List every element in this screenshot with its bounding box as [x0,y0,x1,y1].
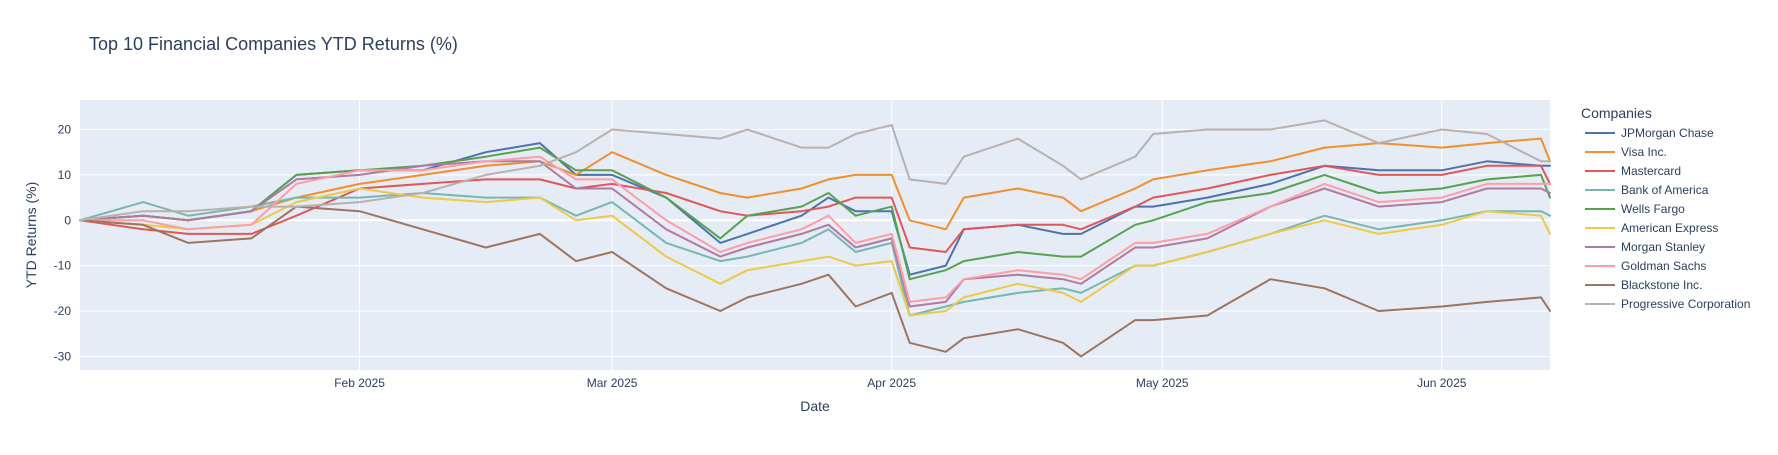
legend-items: JPMorgan Chase Visa Inc. Mastercard Bank of… [1585,126,1750,311]
series-line [79,155,1551,303]
legend-label: Wells Fargo [1621,202,1685,216]
y-tick-label: -20 [54,304,72,318]
legend-item[interactable]: Progressive Corporation [1585,297,1750,311]
x-tick-label: Feb 2025 [334,376,385,390]
legend-label: Visa Inc. [1621,145,1667,159]
y-gridlines [80,128,1550,357]
series-line [79,192,1551,317]
legend-label: Blackstone Inc. [1621,278,1702,292]
y-tick-label: 10 [58,168,72,182]
series-line [79,119,1551,222]
x-axis-label: Date [800,398,830,414]
legend-item[interactable]: Blackstone Inc. [1585,278,1702,292]
legend-label: JPMorgan Chase [1621,126,1714,140]
chart-title: Top 10 Financial Companies YTD Returns (… [89,34,458,54]
x-tick-label: Apr 2025 [867,376,916,390]
x-tick-label: Jun 2025 [1417,376,1467,390]
legend-label: Bank of America [1621,183,1709,197]
series-line [79,137,1551,231]
legend-label: Mastercard [1621,164,1681,178]
legend-title: Companies [1581,105,1652,121]
legend-label: Goldman Sachs [1621,259,1706,273]
legend-item[interactable]: Mastercard [1585,164,1681,178]
series-line [79,146,1551,281]
y-tick-label: -30 [54,349,72,363]
y-tick-label: -10 [54,259,72,273]
legend-item[interactable]: Bank of America [1585,183,1709,197]
legend: Companies JPMorgan Chase Visa Inc. Masterc… [1581,105,1750,311]
legend-item[interactable]: Visa Inc. [1585,145,1667,159]
legend-label: Progressive Corporation [1621,297,1750,311]
y-tick-label: 0 [64,213,71,227]
y-tick-labels: 20 10 0 -10 -20 -30 [54,122,72,363]
y-tick-label: 20 [58,122,72,136]
legend-item[interactable]: Morgan Stanley [1585,240,1705,254]
legend-item[interactable]: American Express [1585,221,1718,235]
legend-item[interactable]: JPMorgan Chase [1585,126,1714,140]
series-line [79,205,1551,358]
x-tick-labels: Feb 2025 Mar 2025 Apr 2025 May 2025 Jun 2025 [334,376,1467,390]
legend-label: Morgan Stanley [1621,240,1705,254]
series-lines [79,119,1551,358]
x-tick-label: Mar 2025 [587,376,638,390]
series-line [79,187,1551,317]
y-axis-label: YTD Returns (%) [23,182,39,289]
x-gridlines [359,100,1443,370]
legend-label: American Express [1621,221,1718,235]
legend-item[interactable]: Wells Fargo [1585,202,1685,216]
series-line [79,164,1551,253]
x-tick-label: May 2025 [1136,376,1189,390]
legend-item[interactable]: Goldman Sachs [1585,259,1706,273]
